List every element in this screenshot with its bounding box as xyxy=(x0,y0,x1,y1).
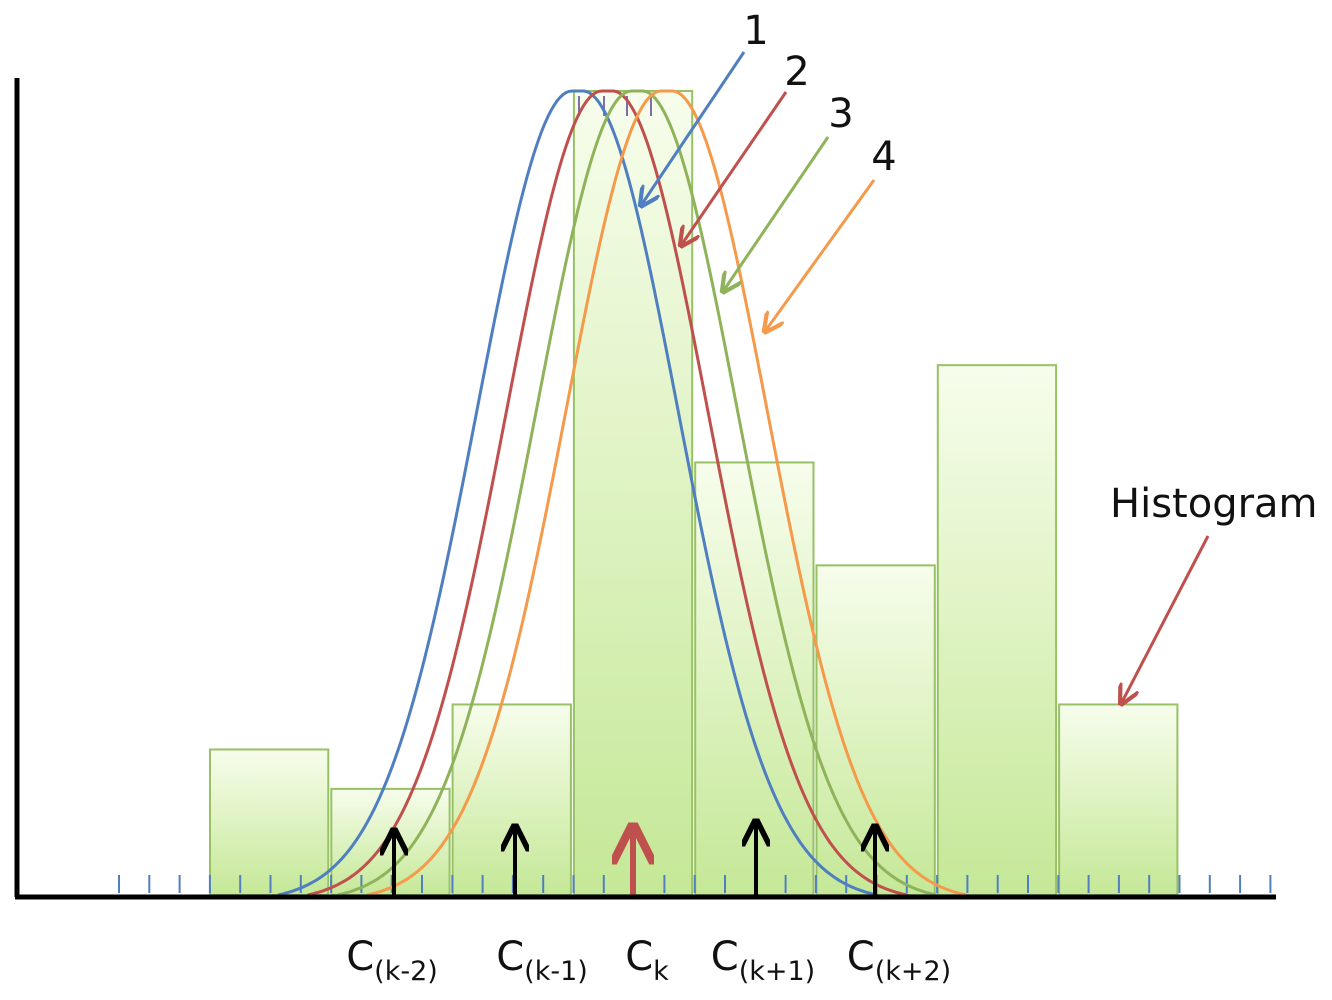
center-label-1: C(k-2) xyxy=(346,934,438,987)
center-label-2: C(k-1) xyxy=(496,934,588,987)
histogram-bar-7 xyxy=(936,364,1058,896)
curve-1 xyxy=(277,89,879,897)
histogram-label: Histogram xyxy=(1110,481,1318,527)
histogram-bar-8 xyxy=(1058,703,1179,897)
curve-4 xyxy=(366,89,968,897)
curve-3 xyxy=(337,89,938,897)
curve-label-3: 3 xyxy=(828,91,853,137)
histogram-bar-3 xyxy=(451,703,572,897)
histogram-arrow xyxy=(1122,535,1210,702)
center-label-3: Ck xyxy=(625,934,669,987)
curve-2-pointer-arrow xyxy=(682,91,788,244)
curve-4-pointer-arrow xyxy=(766,179,876,330)
center-label-4: C(k+1) xyxy=(711,934,815,987)
center-labels: C(k-2) C(k-1) Ck C(k+1) C(k+2) xyxy=(346,934,951,987)
histogram-callout: Histogram xyxy=(1110,481,1318,702)
curve-label-4: 4 xyxy=(871,134,896,180)
gaussian-curves xyxy=(277,89,968,897)
curve-label-1: 1 xyxy=(743,8,768,54)
curve-label-2: 2 xyxy=(784,49,809,95)
histogram-bar-1 xyxy=(209,748,330,897)
curve-1-pointer-arrow xyxy=(642,51,746,204)
curve-2 xyxy=(307,89,909,897)
histogram-bar-4 xyxy=(572,90,694,896)
center-label-5: C(k+2) xyxy=(847,934,951,987)
curve-3-pointer-arrow xyxy=(724,136,830,290)
center-arrows xyxy=(394,824,875,895)
